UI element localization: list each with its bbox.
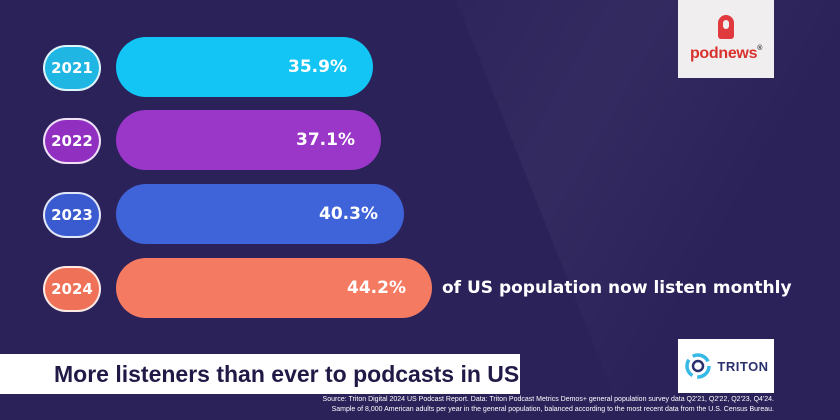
value-label-2021: 35.9%	[288, 57, 347, 77]
triton-wordmark: TRITON	[717, 358, 769, 374]
podnews-wordmark: podnews	[689, 45, 758, 62]
year-label-2021: 2021	[43, 45, 101, 91]
bar-row-2022: 2022 37.1%	[0, 110, 840, 172]
bar-row-2024: 2024 44.2%	[0, 258, 840, 320]
registered-mark: ®	[757, 45, 763, 52]
bar-2021: 35.9%	[116, 37, 373, 97]
value-label-2022: 37.1%	[296, 130, 355, 150]
chart-title: More listeners than ever to podcasts in …	[54, 360, 520, 387]
bar-chart: 2021 35.9% 2022 37.1% 2023 40.3% 2024 44.2%	[0, 37, 840, 320]
value-label-2023: 40.3%	[319, 204, 378, 224]
year-label-2022: 2022	[43, 118, 101, 164]
triton-mark-icon	[685, 353, 712, 379]
bar-row-2021: 2021 35.9%	[0, 37, 840, 99]
year-label-2024: 2024	[43, 266, 101, 312]
source-line-2: Sample of 8,000 American adults per year…	[331, 405, 774, 413]
source-note: Source: Triton Digital 2024 US Podcast R…	[190, 395, 774, 414]
podnews-mark-icon	[718, 15, 734, 39]
bar-2022: 37.1%	[116, 110, 381, 170]
source-line-1: Source: Triton Digital 2024 US Podcast R…	[322, 396, 774, 403]
bar-2024: 44.2%	[116, 258, 432, 318]
triton-logo: TRITON	[678, 339, 774, 393]
bar-row-2023: 2023 40.3%	[0, 184, 840, 246]
value-label-2024: 44.2%	[347, 278, 406, 298]
podnews-logo: podnews®	[678, 0, 774, 78]
year-label-2023: 2023	[43, 192, 101, 238]
chart-annotation: of US population now listen monthly	[442, 278, 792, 298]
bar-2023: 40.3%	[116, 184, 404, 244]
headline-box: More listeners than ever to podcasts in …	[0, 354, 520, 394]
